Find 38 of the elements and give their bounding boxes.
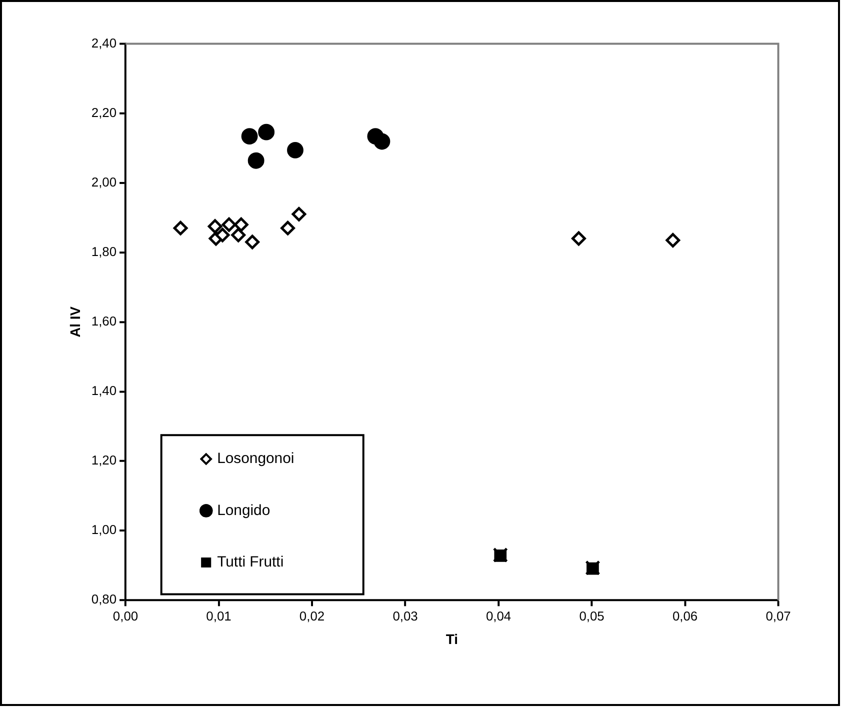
y-tick-label: 1,40 xyxy=(91,383,117,398)
point xyxy=(245,234,260,250)
point xyxy=(292,206,306,222)
point xyxy=(208,219,222,234)
point xyxy=(572,231,586,246)
y-tick-label: 1,00 xyxy=(91,522,117,538)
point xyxy=(241,128,258,144)
y-tick-label: 1,20 xyxy=(91,452,117,468)
legend-label: Losongonoi xyxy=(217,450,294,468)
legend-label: Tutti Frutti xyxy=(217,554,284,571)
x-tick-label: 0,07 xyxy=(766,608,791,624)
point xyxy=(666,233,680,248)
point xyxy=(234,217,248,232)
x-tick-label: 0,04 xyxy=(486,608,512,624)
y-tick-label: 1,80 xyxy=(91,244,117,259)
point xyxy=(173,220,188,236)
y-tick-label: 0,80 xyxy=(91,592,117,607)
legend-label: Longido xyxy=(217,502,270,519)
point xyxy=(231,228,246,242)
point xyxy=(258,124,275,140)
point xyxy=(222,217,236,232)
y-axis-title: Al IV xyxy=(66,306,83,338)
x-tick-label: 0,02 xyxy=(299,608,325,624)
y-tick-label: 1,60 xyxy=(91,314,117,329)
point xyxy=(374,133,390,150)
x-tick-label: 0,00 xyxy=(112,608,138,624)
y-tick-label: 2,00 xyxy=(91,174,117,190)
point xyxy=(248,152,264,169)
y-tick-label: 2,40 xyxy=(91,35,117,50)
point xyxy=(215,228,230,242)
y-tick-label: 2,20 xyxy=(91,104,117,120)
point xyxy=(280,220,295,236)
x-axis-title: Ti xyxy=(446,630,458,647)
x-tick-label: 0,01 xyxy=(206,608,232,624)
x-tick-label: 0,03 xyxy=(392,608,418,624)
point xyxy=(287,142,304,158)
x-tick-label: 0,06 xyxy=(672,608,698,624)
x-tick-label: 0,05 xyxy=(579,608,604,624)
